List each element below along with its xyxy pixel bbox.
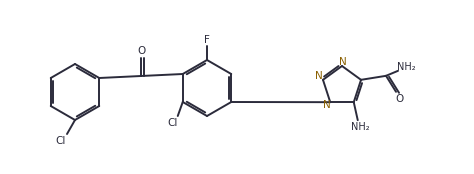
Text: NH₂: NH₂ — [351, 122, 370, 132]
Text: O: O — [138, 46, 146, 56]
Text: F: F — [204, 35, 210, 45]
Text: N: N — [339, 57, 347, 67]
Text: N: N — [323, 100, 331, 110]
Text: Cl: Cl — [56, 136, 66, 146]
Text: Cl: Cl — [168, 118, 178, 128]
Text: NH₂: NH₂ — [397, 62, 415, 72]
Text: N: N — [315, 71, 323, 81]
Text: O: O — [395, 94, 403, 104]
